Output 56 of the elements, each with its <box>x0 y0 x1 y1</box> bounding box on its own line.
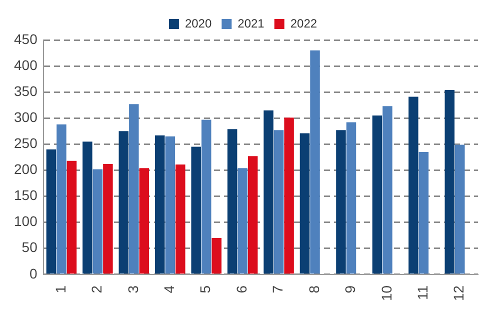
y-tick-label: 200 <box>14 161 38 178</box>
bar <box>372 116 382 274</box>
bar <box>336 130 346 274</box>
x-tick-label: 4 <box>160 285 177 294</box>
bar <box>382 106 392 274</box>
bar <box>92 169 103 274</box>
legend-label: 2021 <box>238 16 265 30</box>
x-tick-label: 9 <box>342 285 358 294</box>
bar <box>176 164 186 274</box>
bar <box>444 90 454 274</box>
legend-label: 2020 <box>184 16 212 30</box>
bar <box>248 156 258 274</box>
y-tick-label: 300 <box>14 109 38 125</box>
bar <box>274 130 284 274</box>
bar <box>346 122 356 274</box>
bar <box>227 129 238 274</box>
x-tick-label: 3 <box>124 285 141 294</box>
bar <box>408 96 418 274</box>
y-tick-label: 50 <box>22 239 38 256</box>
y-tick-label: 400 <box>14 56 38 73</box>
bar <box>284 118 294 274</box>
bar <box>154 135 165 274</box>
bar <box>139 168 150 274</box>
bar <box>238 168 248 274</box>
x-tick-label: 7 <box>270 285 286 294</box>
bar <box>201 120 212 274</box>
y-tick-label: 100 <box>14 213 38 230</box>
y-tick-label: 0 <box>30 265 38 282</box>
y-tick-label: 150 <box>14 187 38 204</box>
bar <box>165 136 176 274</box>
x-tick-label: 8 <box>306 285 322 294</box>
bar <box>212 238 222 274</box>
x-tick-label: 11 <box>414 285 431 300</box>
bar <box>82 142 92 274</box>
bar <box>310 50 320 274</box>
bar <box>66 160 77 274</box>
x-tick-label: 1 <box>52 285 68 294</box>
y-tick-label: 350 <box>14 82 38 99</box>
bar <box>118 131 129 274</box>
bar <box>129 104 139 274</box>
x-tick-label: 10 <box>378 285 394 302</box>
bar <box>46 149 56 274</box>
bar <box>455 144 465 274</box>
bar <box>191 146 201 274</box>
bar <box>264 110 274 274</box>
x-tick-label: 12 <box>450 285 467 302</box>
bar <box>300 133 310 274</box>
bar <box>103 164 113 274</box>
y-tick-label: 250 <box>14 135 38 152</box>
x-tick-label: 5 <box>197 285 214 294</box>
bar <box>418 152 429 274</box>
x-tick-label: 2 <box>88 285 105 294</box>
y-tick-label: 450 <box>14 30 38 47</box>
bar <box>56 124 66 274</box>
x-tick-label: 6 <box>233 285 250 294</box>
legend-label: 2022 <box>290 16 318 30</box>
